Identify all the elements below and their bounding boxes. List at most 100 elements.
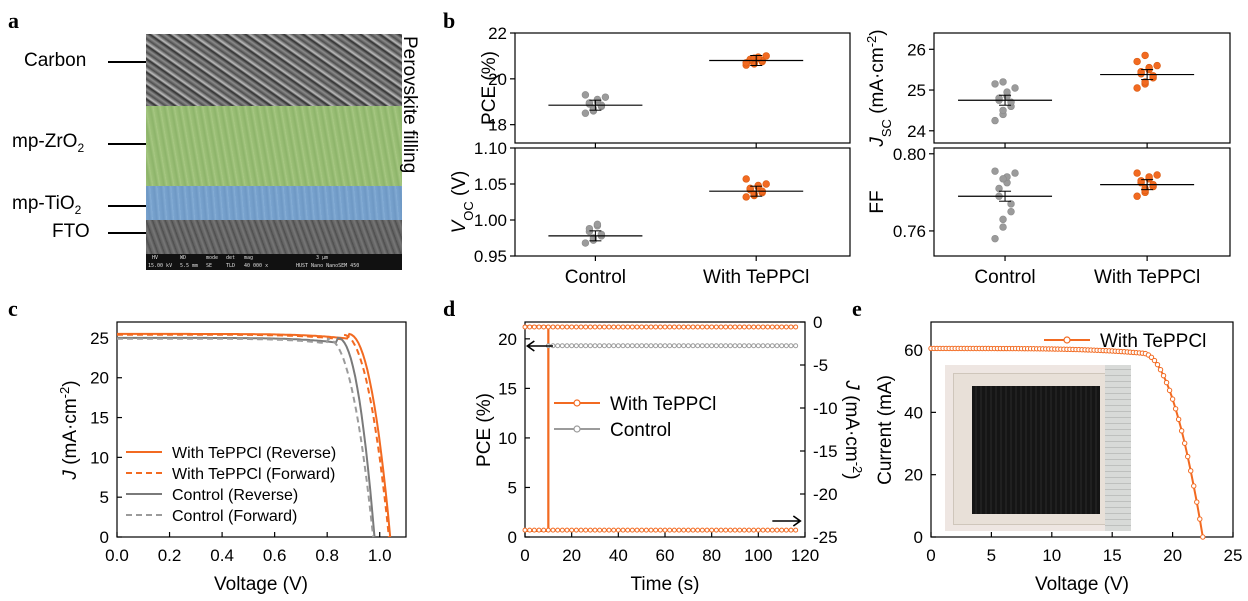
y-axis-label-part: SC [879,119,894,137]
data-point [1200,534,1206,540]
x-axis-label: Voltage (V) [214,574,308,595]
y-tick-label: 10 [498,429,517,448]
chart-c-jv: 0.0 0.2 0.4 0.6 0.8 1.0 0 5 10 15 20 25 Voltage (V) J… [57,321,407,595]
data-point [699,527,705,533]
data-point [779,343,785,349]
y-axis-label-part: (V) [449,171,470,202]
data-point [541,324,547,330]
panel-letter-a: a [8,8,19,33]
data-point [704,527,710,533]
data-point [774,324,780,330]
sem-info-text: det [226,255,236,261]
x-axis-label-part: Voltage (V) [214,574,308,595]
panel-letter-e: e [852,296,862,321]
data-point [1160,372,1167,379]
data-point [755,343,761,349]
y-tick-label: 18 [488,116,507,135]
data-point [695,343,701,349]
data-point-control [991,80,999,88]
data-point [629,527,635,533]
data-point [779,324,785,330]
legend-marker [1063,336,1071,344]
data-point [597,324,603,330]
data-point [639,527,645,533]
sem-scale-text: 3 μm [316,255,329,261]
data-point [685,527,691,533]
data-point [732,343,738,349]
y-tick-label: 24 [907,122,926,141]
data-point [793,343,799,349]
legend-label: With TePPCl (Reverse) [172,445,336,462]
panel-letter-c: c [8,296,18,321]
sem-info-text: mag [244,255,254,261]
plot-frame [933,32,1231,144]
data-point [741,324,747,330]
subscript: 2 [74,202,82,217]
data-point [667,527,673,533]
data-point [662,324,668,330]
data-point [657,324,663,330]
data-point-control [999,175,1007,183]
x-tick-label: 0.0 [105,546,129,565]
data-point [545,324,551,330]
data-point-control [1011,169,1019,177]
data-point [765,343,771,349]
panel-letter-b: b [443,8,456,33]
data-point [653,324,659,330]
panel-letter-d: d [443,296,456,321]
data-point-with-teppcl [762,52,770,60]
y-axis-label: PCE (%) [479,51,500,125]
data-point [765,527,771,533]
x-tick-label: 80 [702,546,721,565]
y2-axis-label-part: ) [841,473,862,479]
y-axis-label-part: PCE (%) [474,393,495,467]
series-line [117,333,390,538]
data-point [1169,396,1176,402]
sem-cross-section-image: HV WD mode det mag 3 μm 15.00 kV 5.5 mm … [146,34,402,270]
data-point [681,343,687,349]
data-point [690,324,696,330]
data-point [685,324,691,330]
x-tick-label: 0.2 [158,546,182,565]
data-point [615,324,621,330]
x-tick-label: With TePPCl [1094,267,1200,288]
legend-marker [573,399,581,407]
legend-label: With TePPCl [610,394,716,415]
data-point-control [581,91,590,99]
fto-layer [146,220,402,254]
data-point [676,527,682,533]
data-point [569,324,575,330]
data-point [760,343,766,349]
data-point-control [999,223,1007,231]
data-point-with-teppcl [1133,57,1141,66]
data-point [555,343,561,349]
y2-axis-label-part: J [841,379,862,390]
data-point [643,324,649,330]
data-point [1191,483,1197,489]
y-tick-label: 40 [904,403,923,422]
y-tick-label: 5 [508,478,517,497]
data-point [676,343,682,349]
data-point-control [1003,88,1011,96]
y-axis-label: Current (mA) [875,375,896,485]
chart-b-jsc: 24 25 26 JSC (mA·cm-2) [864,29,1231,148]
data-point [592,324,598,330]
x-axis-label: Time (s) [631,574,700,595]
y-tick-label: 26 [907,40,926,59]
chart-b-ff: 0.76 0.80 Control With TePPCl FF [867,145,1231,288]
data-point [629,343,635,349]
data-point [564,343,570,349]
y-axis-label-part: J [60,470,81,481]
mp-zro2-label: mp-ZrO2 [12,131,84,155]
legend-label: Control (Forward) [172,508,297,525]
y2-tick-label: -25 [813,528,838,547]
data-point [779,527,785,533]
x-tick-label: 0.4 [210,546,234,565]
data-point [578,527,584,533]
data-point [573,527,579,533]
data-point [741,343,747,349]
data-point-control [991,167,999,175]
data-point [681,527,687,533]
data-point-with-teppcl [1145,173,1153,181]
data-point [1166,387,1173,394]
